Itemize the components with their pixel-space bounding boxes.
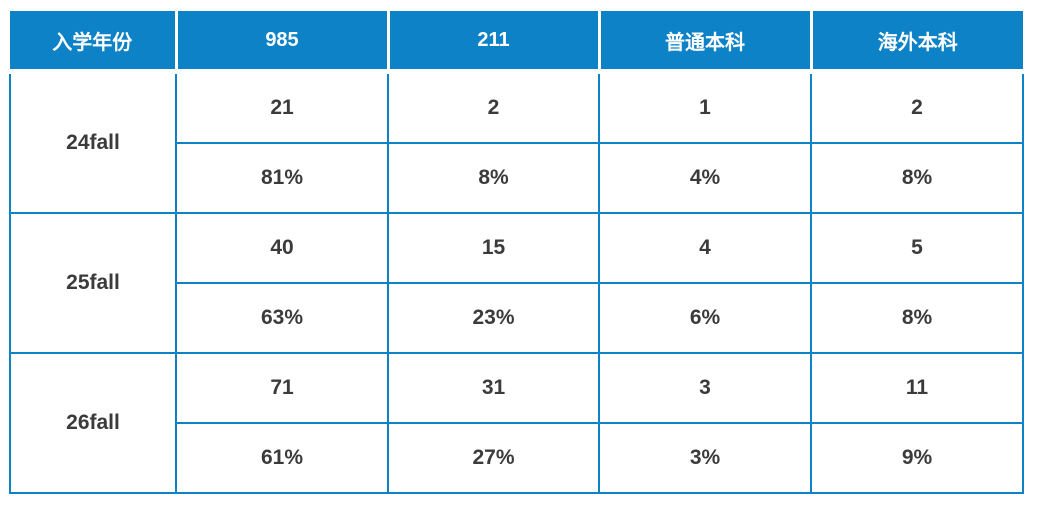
table-row-26fall-counts: 26fall 71 31 3 11: [9, 352, 1024, 494]
percent-cell: 63%: [175, 282, 389, 354]
column-header-211: 211: [386, 11, 599, 74]
table-row-25fall-counts: 25fall 40 15 4 5: [9, 212, 1024, 354]
percent-cell: 8%: [387, 142, 600, 214]
count-cell: 3: [598, 352, 812, 424]
count-cell: 2: [387, 70, 600, 144]
year-cell-24fall: 24fall: [9, 70, 177, 214]
column-header-enrollment-year: 入学年份: [10, 11, 176, 74]
count-cell: 40: [175, 212, 389, 284]
header-row: 入学年份 985 211 普通本科 海外本科: [10, 11, 1023, 74]
count-cell: 5: [810, 212, 1024, 284]
table-row-24fall-counts: 24fall 21 2 1 2: [9, 70, 1024, 214]
count-cell: 15: [387, 212, 600, 284]
percent-cell: 6%: [598, 282, 812, 354]
column-header-overseas-undergrad: 海外本科: [809, 11, 1023, 74]
year-cell-26fall: 26fall: [9, 352, 177, 494]
percent-cell: 81%: [175, 142, 389, 214]
percent-cell: 9%: [810, 422, 1024, 494]
table-row-26fall-percents: 61% 27% 3% 9%: [10, 422, 1024, 494]
percent-cell: 4%: [598, 142, 812, 214]
count-cell: 21: [175, 70, 389, 144]
count-cell: 71: [175, 352, 389, 424]
percent-cell: 23%: [387, 282, 600, 354]
count-cell: 4: [598, 212, 812, 284]
count-cell: 2: [810, 70, 1024, 144]
admission-stats-table: 入学年份 985 211 普通本科 海外本科 24fall 21 2 1 2 8…: [9, 11, 1024, 494]
count-cell: 31: [387, 352, 600, 424]
percent-cell: 61%: [175, 422, 389, 494]
count-cell: 1: [598, 70, 812, 144]
column-header-regular-undergrad: 普通本科: [597, 11, 811, 74]
count-cell: 11: [810, 352, 1024, 424]
percent-cell: 8%: [810, 142, 1024, 214]
year-cell-25fall: 25fall: [9, 212, 177, 354]
table-row-24fall-percents: 81% 8% 4% 8%: [10, 142, 1024, 214]
column-header-985: 985: [174, 11, 388, 74]
percent-cell: 3%: [598, 422, 812, 494]
percent-cell: 8%: [810, 282, 1024, 354]
table-row-25fall-percents: 63% 23% 6% 8%: [10, 282, 1024, 354]
percent-cell: 27%: [387, 422, 600, 494]
